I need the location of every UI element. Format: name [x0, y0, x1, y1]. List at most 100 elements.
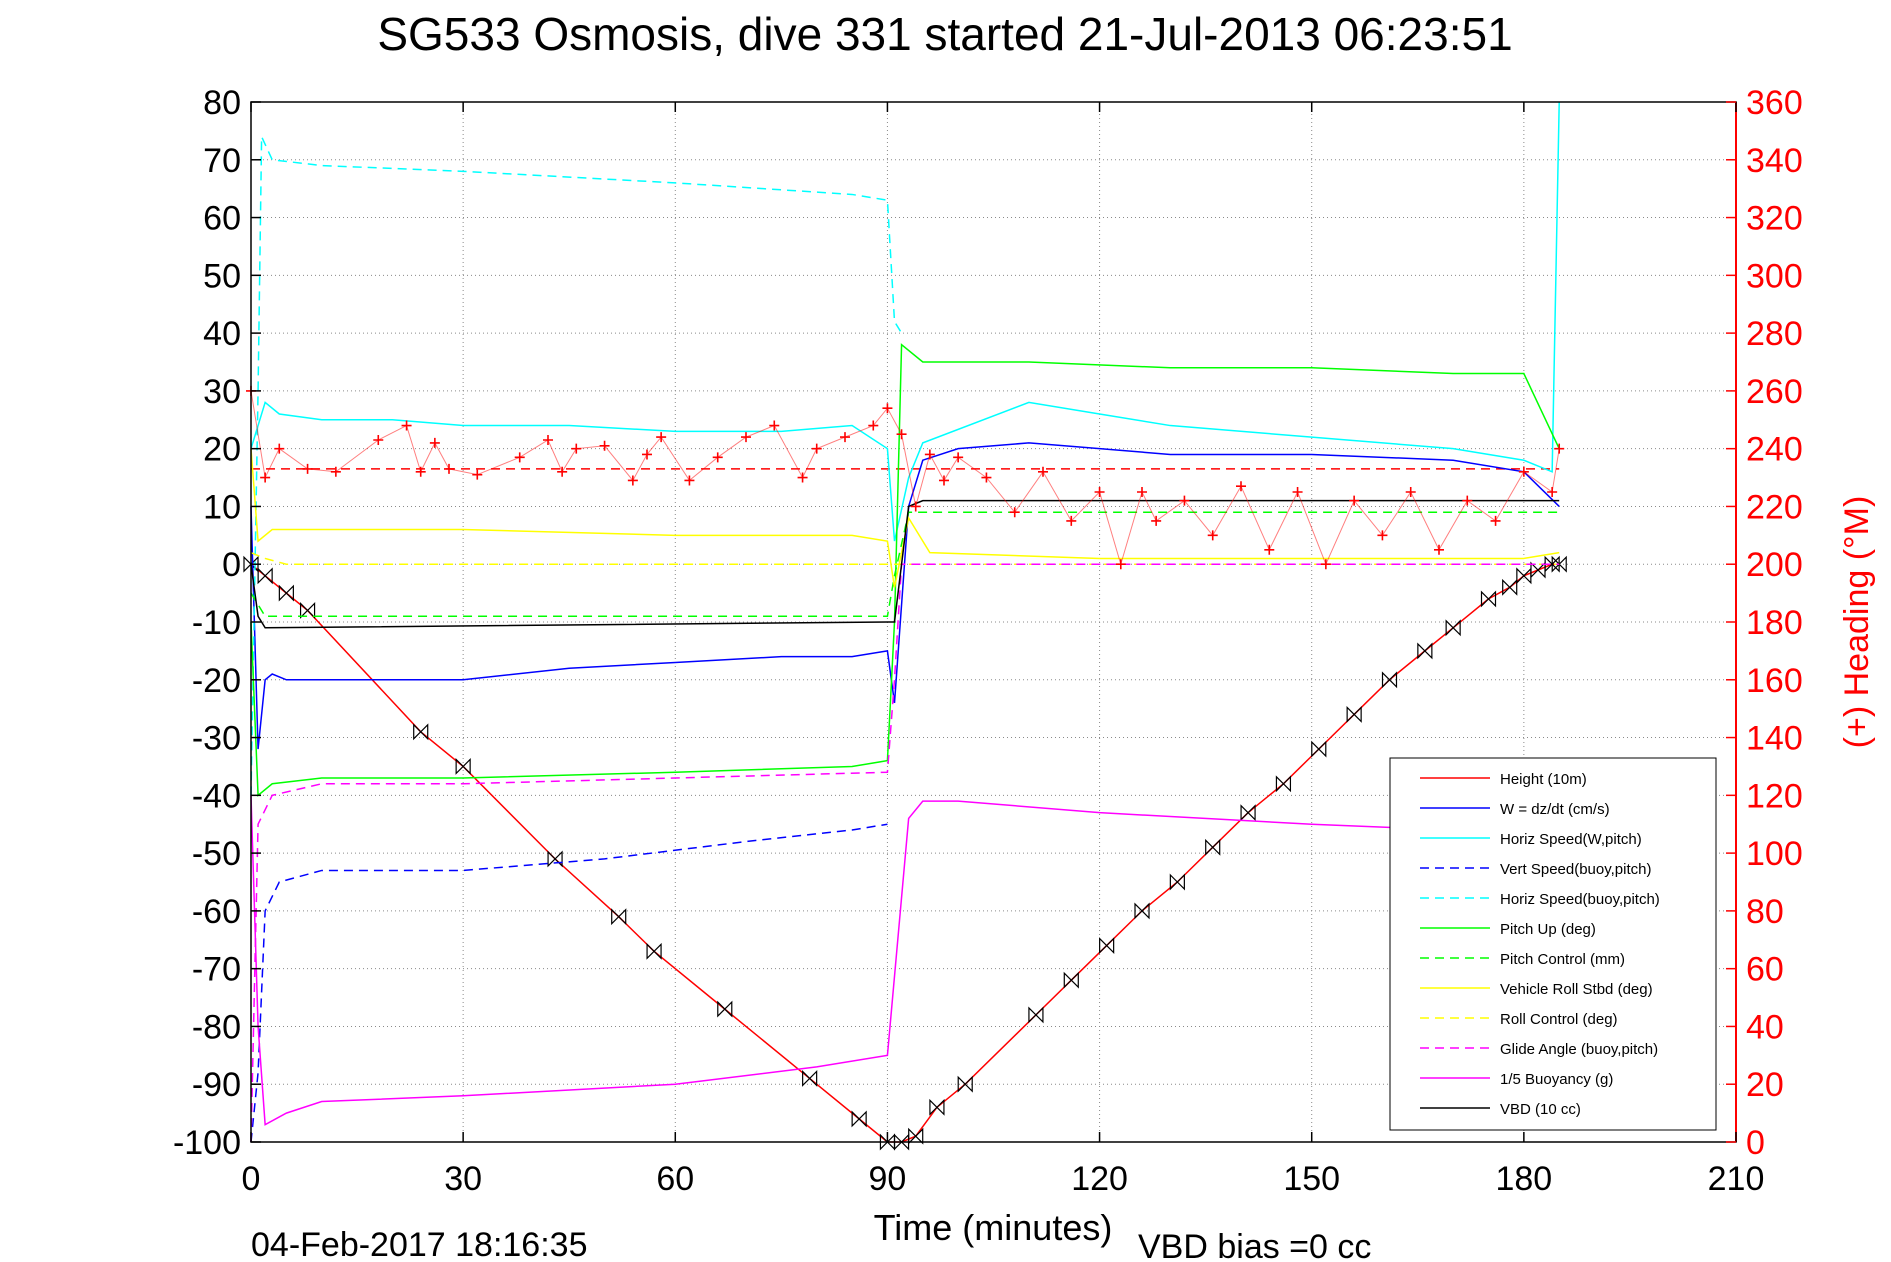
- y2-axis-label: (+) Heading (°M): [1838, 496, 1876, 749]
- legend-label: Height (10m): [1500, 771, 1587, 788]
- y-tick-label: 40: [203, 315, 241, 353]
- legend: Height (10m) W = dz/dt (cm/s) Horiz Speed(…: [1389, 757, 1717, 1131]
- series-line: [250, 101, 1560, 542]
- x-tick-label: 30: [444, 1160, 482, 1198]
- x-tick-label: 180: [1495, 1160, 1552, 1198]
- height-marker: [1134, 902, 1150, 920]
- height-marker: [929, 1098, 945, 1116]
- height-marker: [299, 601, 316, 619]
- height-marker: [802, 1069, 818, 1087]
- y2-tick-label: 280: [1746, 315, 1803, 353]
- y2-tick-label: 60: [1746, 951, 1784, 989]
- x-tick-label: 150: [1283, 1160, 1340, 1198]
- height-marker: [646, 942, 662, 960]
- legend-label: Glide Angle (buoy,pitch): [1500, 1041, 1658, 1058]
- y-tick-label: 10: [203, 488, 241, 526]
- axes: 0 30 60 90 120 150 180 21080706050403020100-10-…: [173, 84, 1803, 1198]
- height-marker: [717, 1000, 733, 1018]
- y2-tick-label: 20: [1746, 1066, 1784, 1104]
- height-marker: [1205, 838, 1221, 856]
- y2-tick-label: 0: [1746, 1124, 1765, 1162]
- height-marker: [547, 850, 563, 868]
- y-tick-label: 30: [203, 373, 241, 411]
- series-line: [250, 563, 1560, 1143]
- height-marker: [413, 723, 429, 741]
- height-marker: [257, 567, 273, 585]
- series-line: [250, 448, 1560, 588]
- x-tick-label: 60: [656, 1160, 694, 1198]
- y-tick-label: 60: [203, 200, 241, 238]
- height-marker: [1346, 705, 1362, 723]
- height-marker: [851, 1110, 867, 1128]
- series-layer: [243, 101, 1567, 1151]
- height-marker: [1445, 619, 1461, 637]
- height-marker: [1240, 804, 1256, 822]
- legend-label: W = dz/dt (cm/s): [1500, 801, 1610, 818]
- height-marker: [1417, 642, 1433, 660]
- series-line: [250, 499, 1560, 629]
- footer-vbd-bias: VBD bias =0 cc: [1138, 1228, 1371, 1262]
- y-tick-label: -20: [192, 662, 241, 700]
- legend-label: Vert Speed(buoy,pitch): [1500, 861, 1651, 878]
- y-tick-label: -90: [192, 1066, 241, 1104]
- legend-label: 1/5 Buoyancy (g): [1500, 1071, 1613, 1088]
- y-tick-label: 20: [203, 431, 241, 469]
- footer-date: 04-Feb-2017 18:16:35: [251, 1226, 587, 1262]
- height-marker: [957, 1075, 973, 1093]
- y2-tick-label: 100: [1746, 835, 1803, 873]
- height-marker: [1063, 971, 1079, 989]
- legend-label: Pitch Up (deg): [1500, 921, 1596, 938]
- y-tick-label: 50: [203, 257, 241, 295]
- series-line: [250, 551, 1560, 565]
- series-line: [250, 442, 1560, 750]
- y-tick-label: -70: [192, 951, 241, 989]
- y2-tick-label: 40: [1746, 1008, 1784, 1046]
- y2-tick-label: 160: [1746, 662, 1803, 700]
- height-marker: [1551, 555, 1567, 573]
- y-tick-label: -30: [192, 720, 241, 758]
- y-tick-label: 70: [203, 142, 241, 180]
- height-marker: [1169, 873, 1185, 891]
- y2-tick-label: 260: [1746, 373, 1803, 411]
- legend-label: Roll Control (deg): [1500, 1011, 1618, 1028]
- height-marker: [908, 1127, 924, 1145]
- height-marker: [1544, 555, 1560, 573]
- series-line: [250, 823, 888, 1143]
- legend-label: VBD (10 cc): [1500, 1101, 1581, 1118]
- series-line: [250, 563, 1560, 1143]
- x-axis-label: Time (minutes): [874, 1207, 1113, 1248]
- heading-series-line: [250, 390, 1560, 566]
- legend-label: Horiz Speed(W,pitch): [1500, 831, 1642, 848]
- height-marker: [1311, 740, 1327, 758]
- y-tick-label: -80: [192, 1008, 241, 1046]
- y-tick-label: 80: [203, 84, 241, 122]
- y2-tick-label: 140: [1746, 720, 1803, 758]
- y-tick-label: 0: [222, 546, 241, 584]
- y2-tick-label: 180: [1746, 604, 1803, 642]
- height-marker: [1381, 671, 1398, 689]
- y-tick-label: -40: [192, 777, 241, 815]
- x-tick-label: 120: [1071, 1160, 1128, 1198]
- y-tick-label: -100: [173, 1124, 241, 1162]
- x-tick-label: 90: [869, 1160, 907, 1198]
- legend-label: Vehicle Roll Stbd (deg): [1500, 981, 1653, 998]
- x-tick-label: 0: [242, 1160, 261, 1198]
- legend-label: Pitch Control (mm): [1500, 951, 1625, 968]
- y2-tick-label: 80: [1746, 893, 1784, 931]
- height-marker: [1275, 775, 1292, 793]
- y2-tick-label: 240: [1746, 431, 1803, 469]
- y-tick-label: -60: [192, 893, 241, 931]
- y2-tick-label: 320: [1746, 200, 1803, 238]
- y2-tick-label: 340: [1746, 142, 1803, 180]
- series-line: [250, 795, 1560, 1126]
- x-tick-label: 210: [1708, 1160, 1765, 1198]
- series-line: [250, 136, 903, 796]
- height-marker: [1099, 937, 1115, 955]
- legend-box: [1389, 757, 1717, 1131]
- y-tick-label: -50: [192, 835, 241, 873]
- y2-tick-label: 300: [1746, 257, 1803, 295]
- height-marker: [1480, 590, 1497, 608]
- height-marker: [278, 584, 294, 602]
- y2-tick-label: 220: [1746, 488, 1803, 526]
